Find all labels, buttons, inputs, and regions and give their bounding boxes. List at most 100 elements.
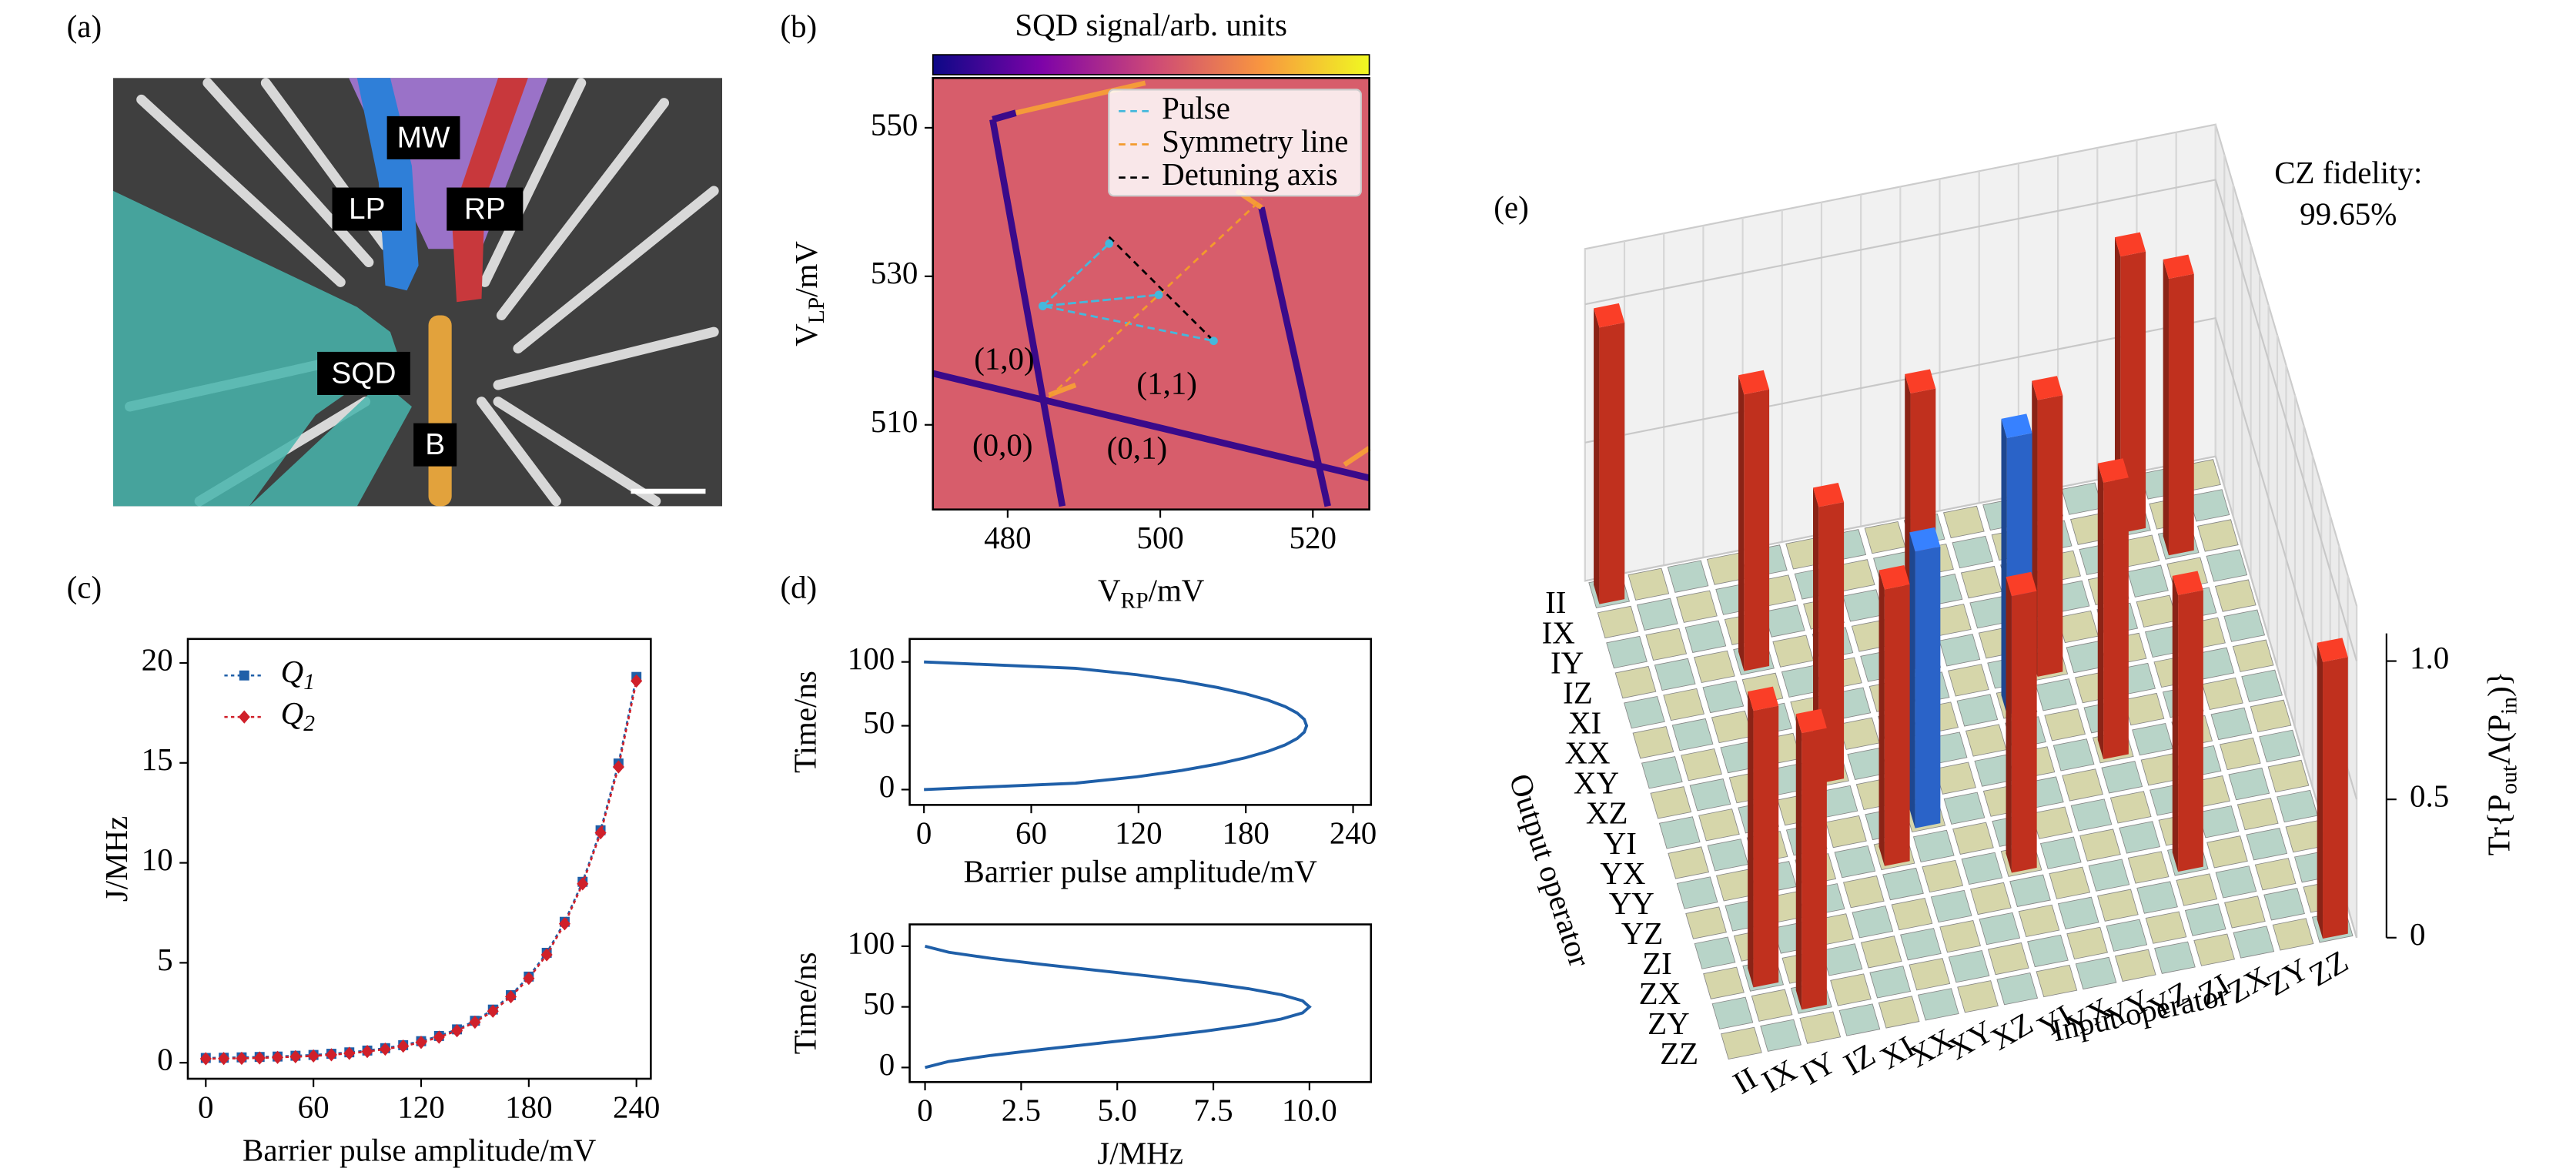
x-tick-label: 240 xyxy=(613,1090,660,1124)
floor-tile xyxy=(1900,928,1942,961)
y-tick-label: 20 xyxy=(142,642,173,677)
bar-front xyxy=(1818,501,1845,784)
floor-tile xyxy=(1948,664,1989,697)
bar-side xyxy=(2097,463,2104,759)
y-tick-label: 10 xyxy=(142,842,173,877)
floor-tile xyxy=(1641,756,1683,789)
text-part: Λ(P xyxy=(2482,715,2517,765)
floor-tile xyxy=(2197,805,2240,839)
floor-tile xyxy=(1663,688,1705,721)
marker xyxy=(307,1049,319,1063)
floor-tile xyxy=(2039,836,2082,869)
panel: 0 60 120 180 240 0 50 100 Barrier pulse amplitud… xyxy=(780,571,1377,889)
floor-tile xyxy=(2132,723,2173,756)
floor-tile xyxy=(2114,949,2156,982)
bar-top xyxy=(1813,482,1845,507)
floor-tile xyxy=(2101,761,2143,794)
marker xyxy=(343,1046,356,1060)
floor-tile xyxy=(1685,906,1727,939)
floor-tile xyxy=(2228,767,2270,801)
y-tick-label: 0 xyxy=(879,769,895,804)
z-tick-label: 1.0 xyxy=(2410,641,2449,675)
gate-label: B xyxy=(425,428,445,461)
data-line xyxy=(206,676,637,1060)
label-box xyxy=(413,423,457,467)
y-axis-label: J/MHz xyxy=(99,816,134,902)
x-tick-label: 7.5 xyxy=(1193,1093,1233,1128)
panel-label: (b) xyxy=(780,9,817,44)
floor-tile xyxy=(2061,482,2103,515)
floor-tile xyxy=(1632,726,1674,759)
floor-tile xyxy=(1943,792,1986,825)
grid-line xyxy=(1584,455,2358,939)
floor-tile xyxy=(2214,579,2257,612)
floor-tile xyxy=(1689,778,1731,812)
floor-tile xyxy=(1912,829,1955,863)
bar-front xyxy=(2323,657,2348,939)
colorbar xyxy=(932,54,1370,75)
y-tick-label: XX xyxy=(1564,736,1610,771)
y-tick-label: ZY xyxy=(1648,1006,1690,1041)
y-tick-label: II xyxy=(1545,585,1566,620)
panel-label: (e) xyxy=(1494,190,1528,225)
bar-top xyxy=(2001,413,2032,438)
floor-tile xyxy=(1821,943,1863,976)
x-tick-label: IZ xyxy=(1838,1037,1881,1082)
bar-front xyxy=(1915,546,1941,829)
subscript: 1 xyxy=(303,670,315,695)
grid-line xyxy=(1584,316,2358,800)
floor-tile xyxy=(2263,888,2305,921)
bar-front xyxy=(1744,389,1770,671)
bar-front xyxy=(2120,251,2146,534)
floor-tile xyxy=(1799,1011,1842,1044)
floor-tile xyxy=(1606,635,1648,669)
floor-tile xyxy=(1658,816,1701,849)
floor-tile xyxy=(1751,989,1793,1022)
floor-tile xyxy=(1842,589,1885,622)
x-axis-label: VRP/mV xyxy=(1098,574,1205,613)
bar-side xyxy=(1878,570,1885,866)
y-tick-label: 0 xyxy=(157,1043,172,1077)
bar-side xyxy=(1738,375,1745,671)
floor-tile xyxy=(1707,839,1749,872)
x-tick-label: 2.5 xyxy=(1002,1093,1041,1128)
y-tick-label: 100 xyxy=(848,926,895,960)
floor-tile xyxy=(1684,620,1727,653)
floor-tile xyxy=(1996,972,2039,1006)
floor-tile xyxy=(2079,829,2121,862)
gate-region xyxy=(428,315,452,507)
y-tick-label: ZZ xyxy=(1660,1036,1698,1071)
floor-tile xyxy=(1952,535,1994,569)
floor-tile xyxy=(1668,846,1710,879)
bar-front xyxy=(2178,590,2203,872)
y-tick-label: ZX xyxy=(1639,976,1681,1011)
text-part: V xyxy=(790,323,825,346)
floor-tile xyxy=(1711,996,1754,1029)
y-tick-label: 50 xyxy=(863,705,895,740)
y-tick-label: 530 xyxy=(871,256,918,290)
floor-tile xyxy=(1681,748,1722,782)
floor-tile xyxy=(1830,973,1872,1006)
floor-tile xyxy=(1702,680,1745,714)
data-line xyxy=(1108,236,1215,342)
legend-label: Detuning axis xyxy=(1162,157,1338,192)
x-tick-label: 180 xyxy=(1222,816,1269,851)
marker xyxy=(594,826,607,840)
floor-tile xyxy=(1838,717,1880,750)
legend-marker xyxy=(238,710,250,724)
transition-lines xyxy=(932,109,1370,507)
floor-tile xyxy=(1636,598,1678,631)
x-axis-label: Barrier pulse amplitude/mV xyxy=(243,1133,597,1167)
bar-top xyxy=(1909,527,1941,552)
y-tick-label: XI xyxy=(1568,705,1601,740)
subscript: in xyxy=(2497,697,2521,715)
bar-front xyxy=(1753,705,1779,988)
text-part: Tr{P xyxy=(2482,795,2517,856)
floor-tile xyxy=(1922,859,1964,893)
bar-top xyxy=(1878,565,1910,590)
bar-top xyxy=(2097,458,2129,483)
bar-front xyxy=(2168,273,2194,556)
bar-side xyxy=(2114,237,2121,534)
bar-top xyxy=(2032,376,2063,400)
